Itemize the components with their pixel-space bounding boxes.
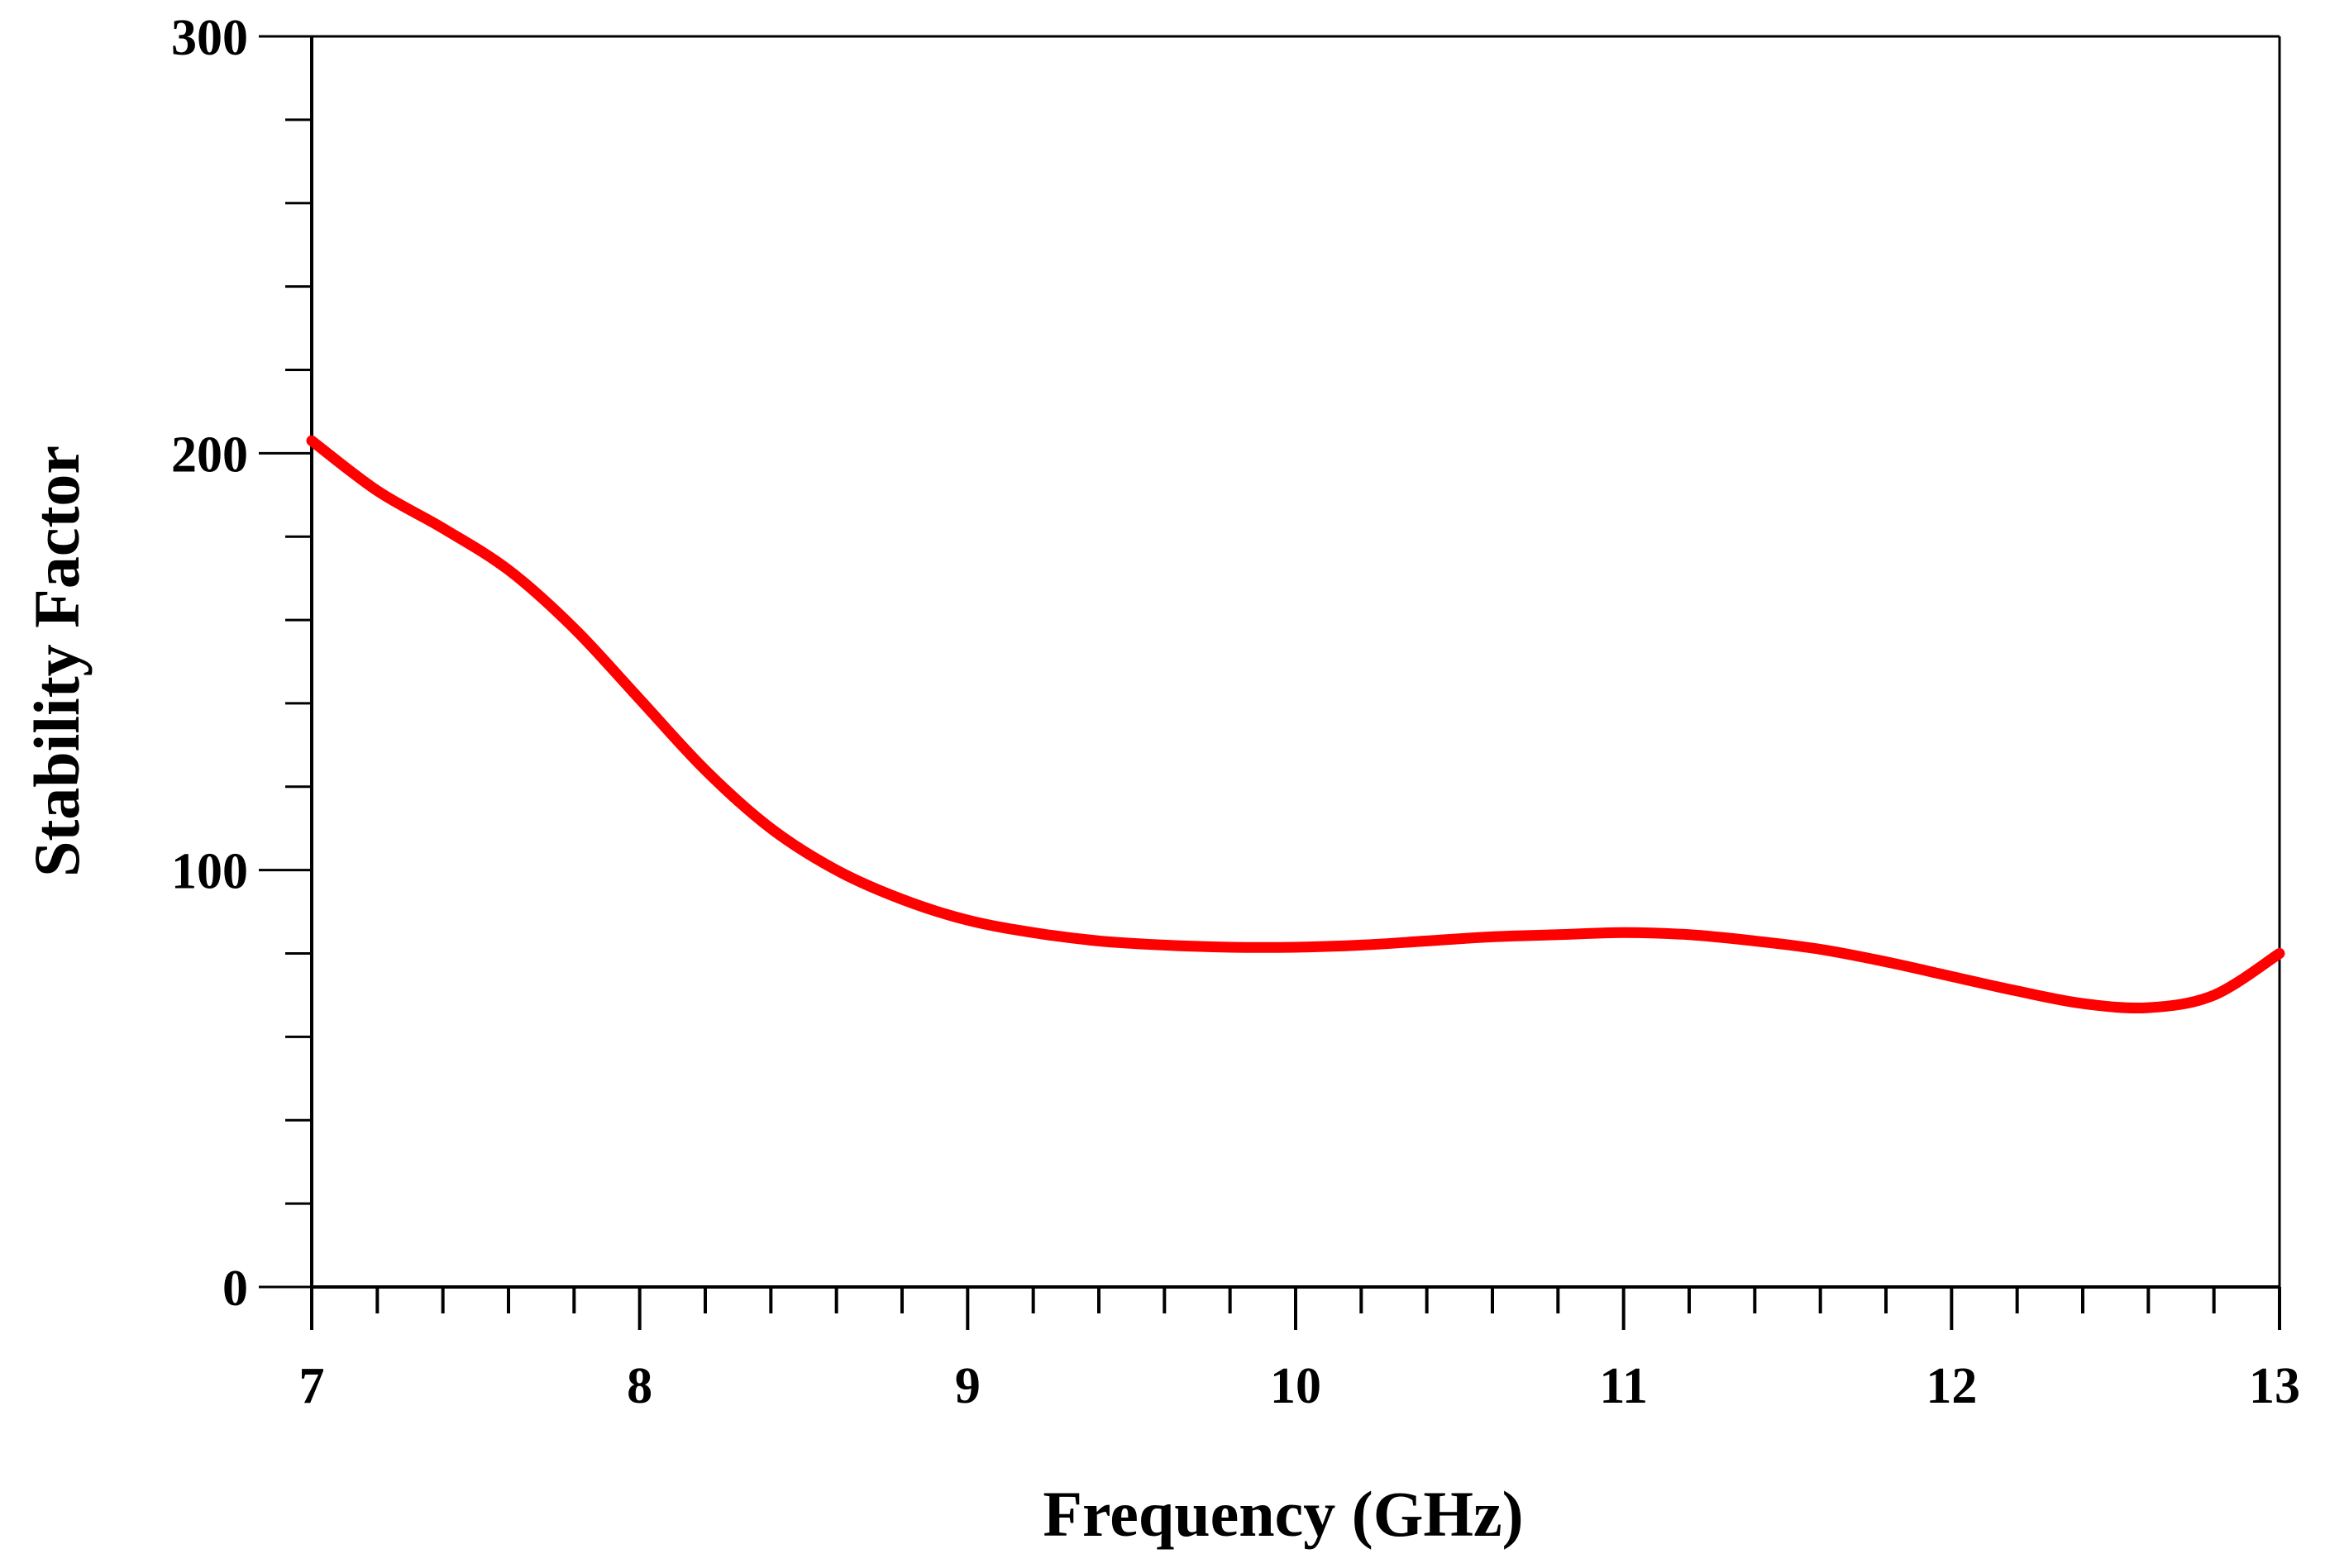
y-tick-label: 100 — [171, 844, 248, 900]
x-tick-label: 11 — [1599, 1358, 1648, 1414]
x-tick-label: 10 — [1270, 1358, 1321, 1414]
y-axis-title: Stability Factor — [21, 446, 93, 877]
x-axis-title: Frequency (GHz) — [1043, 1478, 1523, 1550]
tick-labels: 7 8 9 10 11 12 13 0 100 200 300 — [171, 10, 2300, 1414]
x-tick-label: 13 — [2249, 1358, 2300, 1414]
series-layer — [306, 435, 2285, 1014]
x-tick-label: 12 — [1926, 1358, 1977, 1414]
x-tick-label: 9 — [955, 1358, 981, 1414]
y-tick-label: 0 — [222, 1261, 248, 1317]
x-tick-label: 8 — [627, 1358, 652, 1414]
y-tick-label: 300 — [171, 10, 248, 66]
axis-ticks — [259, 35, 2281, 1330]
y-tick-label: 200 — [171, 427, 248, 483]
series-line-stability-factor — [306, 435, 2285, 1014]
x-tick-label: 7 — [299, 1358, 325, 1414]
